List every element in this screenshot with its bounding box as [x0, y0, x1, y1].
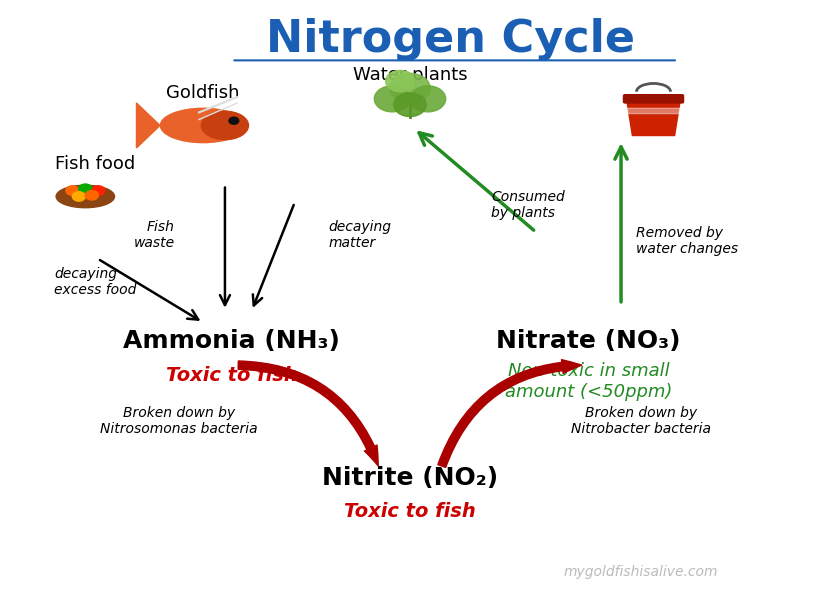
Text: Water plants: Water plants	[352, 66, 467, 84]
Text: Non-toxic in small
amount (<50ppm): Non-toxic in small amount (<50ppm)	[505, 362, 672, 401]
Polygon shape	[136, 103, 160, 148]
Circle shape	[66, 186, 79, 195]
FancyBboxPatch shape	[622, 95, 683, 103]
Circle shape	[410, 86, 446, 112]
Circle shape	[373, 86, 410, 112]
Polygon shape	[626, 100, 680, 136]
Circle shape	[385, 70, 414, 92]
Text: Consumed
by plants: Consumed by plants	[491, 190, 564, 220]
Text: Toxic to fish: Toxic to fish	[165, 366, 297, 385]
Circle shape	[393, 93, 426, 116]
Text: Toxic to fish: Toxic to fish	[344, 502, 475, 521]
FancyArrowPatch shape	[437, 359, 581, 467]
Text: Nitrate (NO₃): Nitrate (NO₃)	[495, 329, 680, 353]
FancyArrowPatch shape	[238, 361, 378, 466]
Text: Removed by
water changes: Removed by water changes	[635, 226, 737, 256]
Text: mygoldfishisalive.com: mygoldfishisalive.com	[563, 565, 717, 579]
Polygon shape	[626, 108, 680, 113]
Text: Fish food: Fish food	[55, 155, 135, 173]
Text: Broken down by
Nitrobacter bacteria: Broken down by Nitrobacter bacteria	[571, 406, 710, 436]
Text: Fish
waste: Fish waste	[133, 220, 174, 250]
Circle shape	[72, 192, 85, 201]
Circle shape	[389, 73, 430, 103]
Text: Nitrite (NO₂): Nitrite (NO₂)	[322, 466, 497, 490]
Text: decaying
matter: decaying matter	[328, 220, 391, 250]
Circle shape	[229, 117, 238, 124]
Circle shape	[79, 184, 92, 193]
Circle shape	[85, 191, 98, 200]
Text: Nitrogen Cycle: Nitrogen Cycle	[265, 18, 634, 61]
Text: decaying
excess food: decaying excess food	[54, 267, 137, 298]
Text: Ammonia (NH₃): Ammonia (NH₃)	[123, 329, 339, 353]
Ellipse shape	[201, 111, 248, 140]
Ellipse shape	[161, 108, 246, 143]
Text: Goldfish: Goldfish	[166, 84, 239, 102]
Circle shape	[92, 186, 105, 195]
Ellipse shape	[56, 185, 115, 208]
Text: Broken down by
Nitrosomonas bacteria: Broken down by Nitrosomonas bacteria	[100, 406, 257, 436]
